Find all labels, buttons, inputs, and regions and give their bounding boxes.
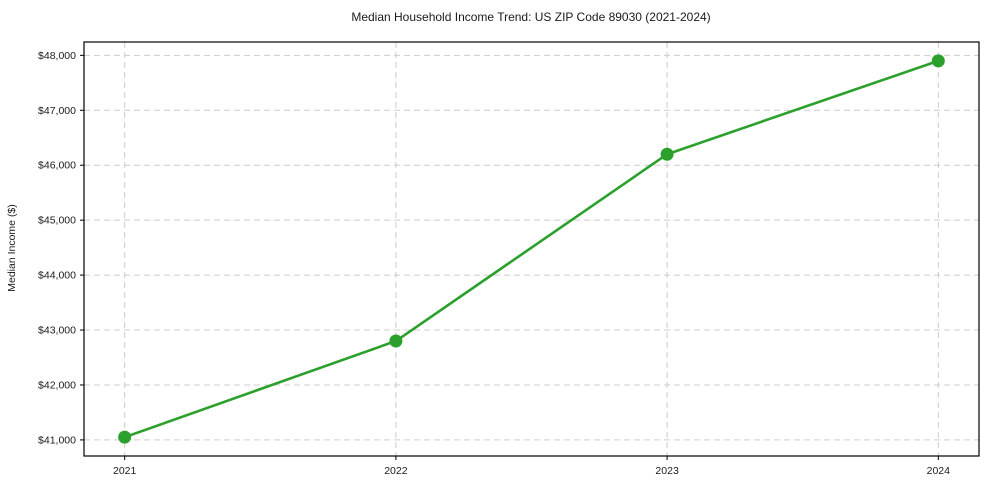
grid-layer xyxy=(84,42,979,456)
data-point xyxy=(389,334,403,348)
y-axis-label: Median Income ($) xyxy=(6,204,18,292)
trend-line xyxy=(124,59,939,439)
y-tick-label: $43,000 xyxy=(38,325,76,337)
tick-layer: $41,000 $42,000 $43,000 $44,000 $45,000 $46,0… xyxy=(38,50,950,477)
y-tick-label: $45,000 xyxy=(38,215,76,227)
y-tick-label: $41,000 xyxy=(38,434,76,446)
y-tick-label: $47,000 xyxy=(38,105,76,117)
data-point xyxy=(660,147,674,161)
data-point xyxy=(118,430,132,444)
y-tick-label: $48,000 xyxy=(38,50,76,62)
plot-border xyxy=(83,41,980,457)
x-tick-label: 2023 xyxy=(655,465,679,477)
y-tick-label: $44,000 xyxy=(38,270,76,282)
series-layer xyxy=(118,54,945,444)
y-tick-label: $46,000 xyxy=(38,160,76,172)
chart-title: Median Household Income Trend: US ZIP Co… xyxy=(351,10,710,24)
y-tick-label: $42,000 xyxy=(38,379,76,391)
x-tick-label: 2022 xyxy=(384,465,408,477)
x-tick-label: 2021 xyxy=(113,465,137,477)
data-point xyxy=(931,54,945,68)
x-tick-label: 2024 xyxy=(927,465,951,477)
